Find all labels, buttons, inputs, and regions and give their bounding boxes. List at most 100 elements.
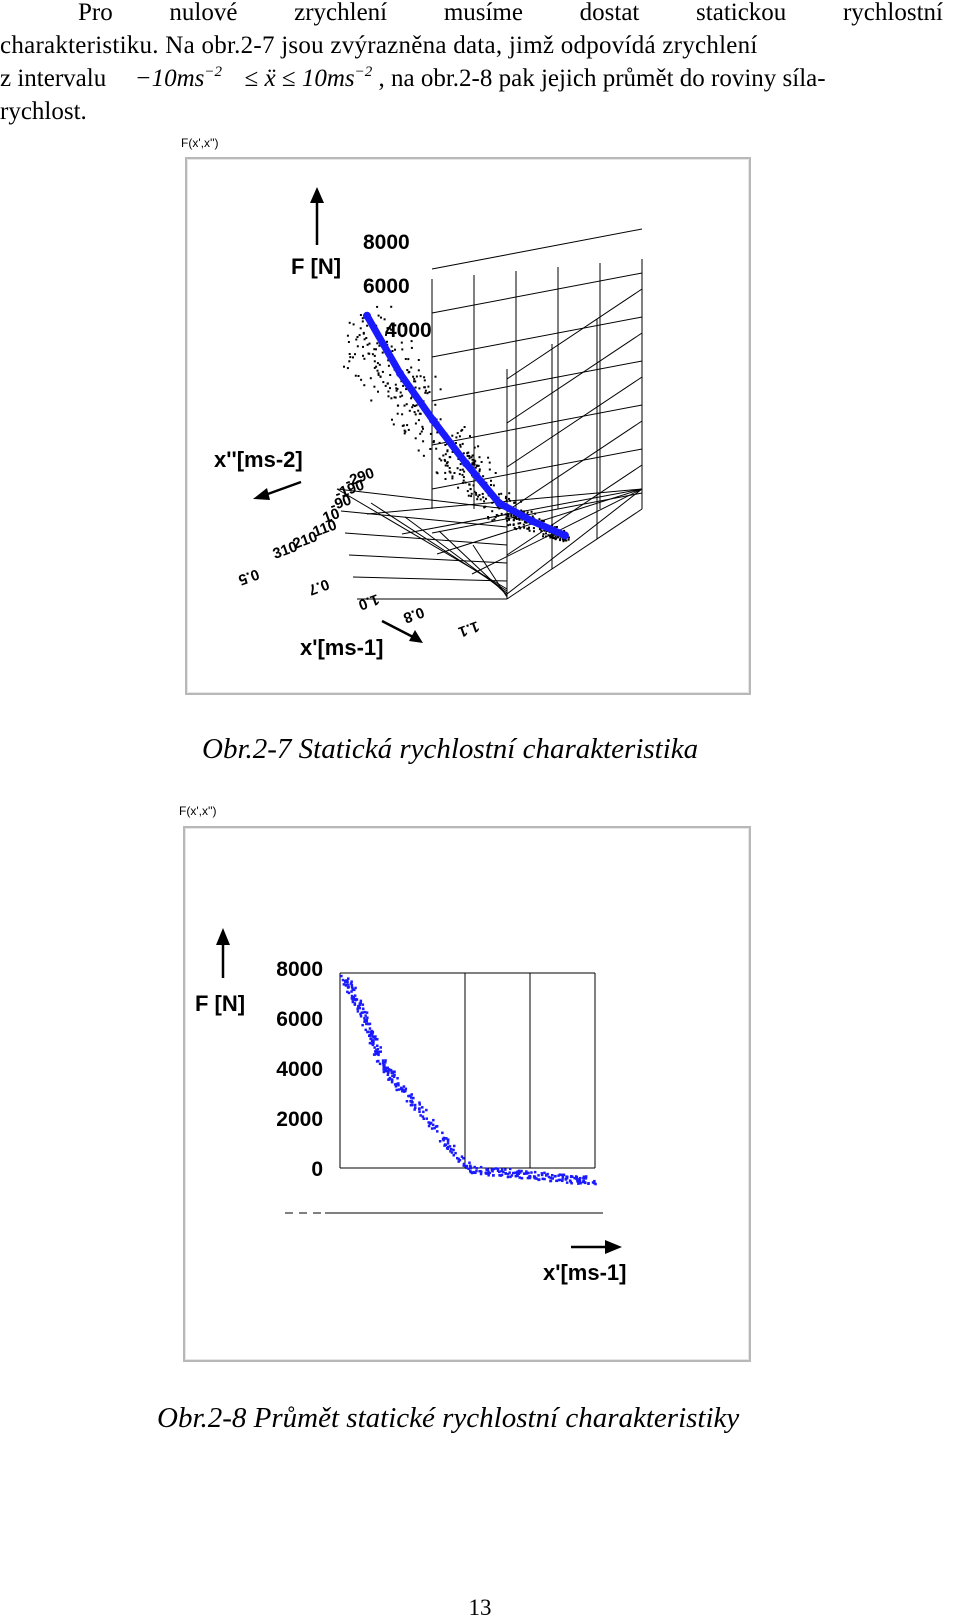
data-point bbox=[495, 514, 498, 516]
data-point bbox=[370, 1037, 373, 1040]
data-point bbox=[554, 1174, 557, 1178]
data-point bbox=[451, 434, 454, 437]
data-point bbox=[433, 1126, 436, 1130]
vel-tick-label: 0.7 bbox=[306, 575, 331, 598]
data-point bbox=[379, 375, 382, 378]
data-point bbox=[439, 418, 442, 421]
data-point bbox=[453, 1144, 456, 1148]
figure1-caption: Obr.2-7 Statická rychlostní charakterist… bbox=[202, 733, 699, 765]
data-point bbox=[462, 1164, 465, 1167]
data-point bbox=[497, 514, 500, 517]
data-point bbox=[488, 468, 491, 471]
data-point bbox=[382, 1070, 386, 1074]
data-point bbox=[555, 1179, 559, 1182]
data-point bbox=[481, 492, 484, 495]
data-point bbox=[451, 450, 454, 453]
data-point bbox=[487, 1174, 490, 1177]
data-point bbox=[547, 534, 550, 537]
data-point bbox=[406, 424, 409, 427]
data-point bbox=[377, 1053, 380, 1057]
data-point bbox=[448, 470, 451, 473]
vel-tick-label: 1.1 bbox=[456, 617, 481, 640]
word: dostat bbox=[579, 0, 640, 26]
data-point bbox=[471, 462, 474, 465]
data-point bbox=[517, 517, 520, 520]
data-point bbox=[355, 338, 358, 341]
data-point bbox=[386, 340, 388, 343]
data-point bbox=[387, 390, 390, 393]
data-point bbox=[414, 413, 417, 416]
grid-line bbox=[348, 554, 508, 564]
data-point bbox=[410, 346, 413, 349]
data-point bbox=[364, 1028, 367, 1032]
acc-axis-arrow-shaft bbox=[264, 480, 302, 497]
data-point bbox=[387, 327, 390, 330]
data-point bbox=[365, 1011, 369, 1014]
vel-tick-labels: 0.5 0.7 1.0 0.8 1.1 bbox=[236, 565, 481, 640]
data-point bbox=[384, 1059, 387, 1062]
data-point bbox=[363, 338, 366, 341]
data-point bbox=[545, 532, 547, 535]
data-point bbox=[446, 464, 449, 467]
data-point bbox=[440, 459, 443, 462]
math-lower-bound: −10ms−2 bbox=[134, 64, 222, 93]
data-point bbox=[501, 1168, 504, 1171]
data-point bbox=[496, 1167, 500, 1170]
data-point bbox=[496, 1169, 500, 1172]
figure1-corner-label: F(x',x'') bbox=[181, 136, 219, 150]
data-point bbox=[438, 441, 441, 444]
data-point bbox=[532, 527, 535, 530]
data-point bbox=[390, 328, 393, 331]
data-point bbox=[478, 470, 481, 473]
grid-line bbox=[344, 532, 508, 546]
data-point bbox=[353, 1002, 357, 1005]
data-point bbox=[361, 1023, 364, 1027]
data-point bbox=[522, 1172, 526, 1175]
data-point bbox=[551, 535, 554, 538]
data-point bbox=[509, 523, 512, 526]
data-point bbox=[373, 360, 376, 363]
data-point bbox=[418, 1103, 421, 1106]
data-point bbox=[347, 983, 350, 986]
data-point bbox=[402, 324, 405, 327]
data-point bbox=[445, 1137, 448, 1140]
data-point bbox=[475, 464, 478, 467]
data-point bbox=[378, 344, 381, 347]
data-point bbox=[492, 1174, 495, 1177]
data-point bbox=[466, 490, 469, 493]
data-point bbox=[413, 377, 416, 380]
figure1-3d-chart: F [N] 8000 6000 4000 x''[ms-2] -290-190-… bbox=[214, 187, 643, 660]
data-point bbox=[465, 1166, 468, 1170]
data-point bbox=[381, 1059, 385, 1062]
data-point bbox=[473, 463, 476, 466]
data-point bbox=[362, 332, 365, 335]
f-tick-label: 6000 bbox=[363, 275, 410, 298]
series-line bbox=[363, 314, 567, 539]
data-point bbox=[551, 1177, 554, 1180]
acc-tick-label: 10 bbox=[321, 505, 342, 527]
data-point bbox=[353, 988, 356, 992]
data-point bbox=[483, 506, 486, 509]
data-point bbox=[391, 418, 393, 421]
data-point bbox=[570, 1182, 573, 1185]
data-point bbox=[356, 1010, 360, 1013]
data-point bbox=[480, 461, 483, 463]
data-point bbox=[414, 380, 417, 383]
data-point bbox=[381, 370, 384, 373]
data-point bbox=[456, 467, 459, 470]
data-point bbox=[441, 1131, 444, 1135]
paragraph-line-1: Pro nulové zrychlení musíme dostat stati… bbox=[0, 0, 960, 29]
data-point bbox=[405, 403, 408, 406]
data-point bbox=[476, 498, 479, 501]
figure1-frame: F [N] 8000 6000 4000 x''[ms-2] -290 -190-… bbox=[185, 157, 751, 695]
data-point bbox=[458, 473, 461, 476]
data-point bbox=[549, 1176, 552, 1180]
data-point bbox=[414, 422, 417, 425]
data-point bbox=[404, 324, 407, 327]
data-point bbox=[533, 1170, 537, 1174]
data-point bbox=[455, 436, 458, 439]
data-point bbox=[409, 1104, 413, 1107]
data-point bbox=[435, 447, 438, 450]
grid-line bbox=[506, 488, 643, 595]
data-point bbox=[413, 1108, 416, 1111]
